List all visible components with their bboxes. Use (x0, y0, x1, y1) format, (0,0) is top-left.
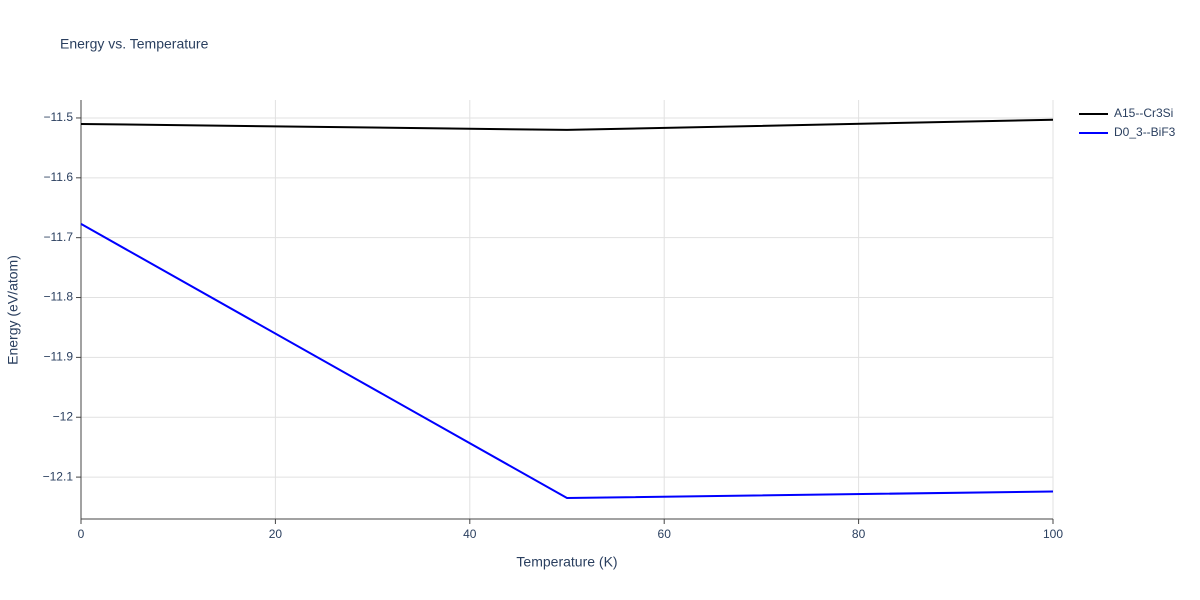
grid (80, 100, 1054, 519)
data-line (80, 223, 1054, 500)
data-line (80, 118, 1054, 131)
x-tick-label: 0 (78, 527, 85, 541)
y-tick-label: −12.1 (43, 469, 74, 483)
x-tick-label: 20 (269, 527, 283, 541)
x-tick-label: 60 (658, 527, 672, 541)
legend-label: A15--Cr3Si (1114, 106, 1173, 120)
y-axis-label: Energy (eV/atom) (5, 255, 21, 365)
y-tick-label: −11.9 (44, 350, 74, 364)
x-tick-label: 100 (1043, 527, 1063, 541)
chart-title: Energy vs. Temperature (60, 36, 209, 52)
x-axis-label: Temperature (K) (516, 554, 617, 570)
x-tick-label: 40 (463, 527, 477, 541)
y-tick-label: −11.7 (44, 230, 74, 244)
y-tick-label: −11.6 (44, 170, 74, 184)
y-tick-label: −11.5 (44, 110, 74, 124)
y-tick-label: −12 (53, 409, 74, 423)
legend-label: D0_3--BiF3 (1114, 125, 1176, 139)
y-tick-label: −11.8 (44, 290, 74, 304)
x-tick-label: 80 (852, 527, 866, 541)
